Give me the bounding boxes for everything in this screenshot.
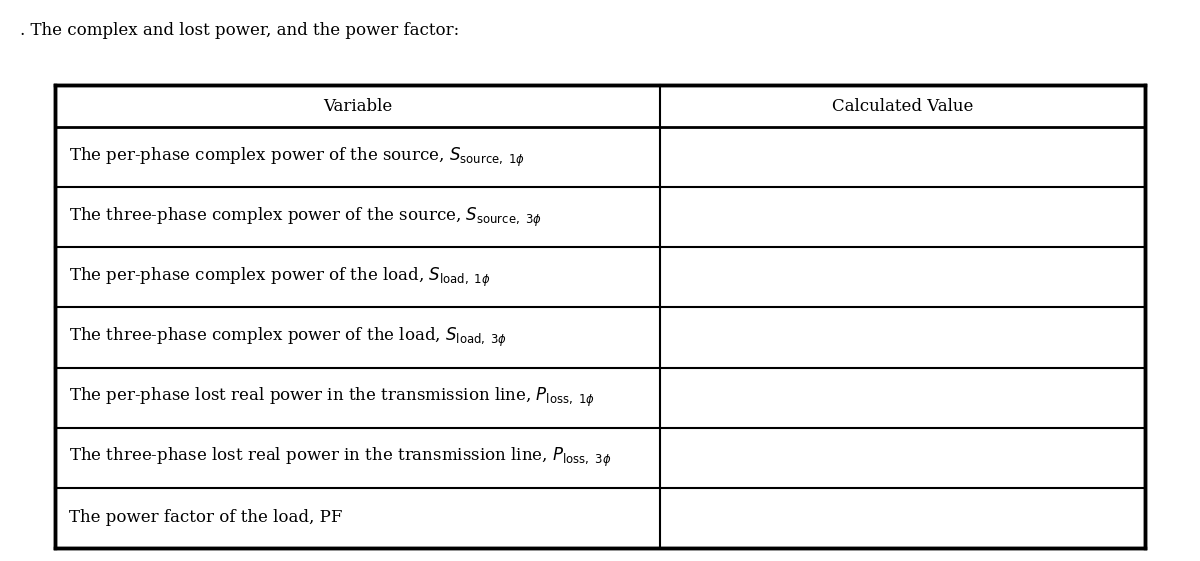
Text: The per-phase lost real power in the transmission line, $P_{\mathrm{loss,\ 1}\ph: The per-phase lost real power in the tra… [70, 386, 595, 409]
Text: Calculated Value: Calculated Value [832, 98, 973, 114]
Text: The three-phase complex power of the load, $S_{\mathrm{load,\ 3}\phi}$: The three-phase complex power of the loa… [70, 326, 508, 349]
Text: Variable: Variable [323, 98, 392, 114]
Text: The per-phase complex power of the load, $S_{\mathrm{load,\ 1}\phi}$: The per-phase complex power of the load,… [70, 266, 491, 289]
Text: The power factor of the load, PF: The power factor of the load, PF [70, 509, 342, 526]
Text: . The complex and lost power, and the power factor:: . The complex and lost power, and the po… [20, 22, 460, 39]
Text: The three-phase lost real power in the transmission line, $P_{\mathrm{loss,\ 3}\: The three-phase lost real power in the t… [70, 446, 611, 470]
Text: The per-phase complex power of the source, $S_{\mathrm{source,\ 1}\phi}$: The per-phase complex power of the sourc… [70, 145, 526, 169]
Text: The three-phase complex power of the source, $S_{\mathrm{source,\ 3}\phi}$: The three-phase complex power of the sou… [70, 206, 541, 229]
Polygon shape [55, 85, 1145, 548]
